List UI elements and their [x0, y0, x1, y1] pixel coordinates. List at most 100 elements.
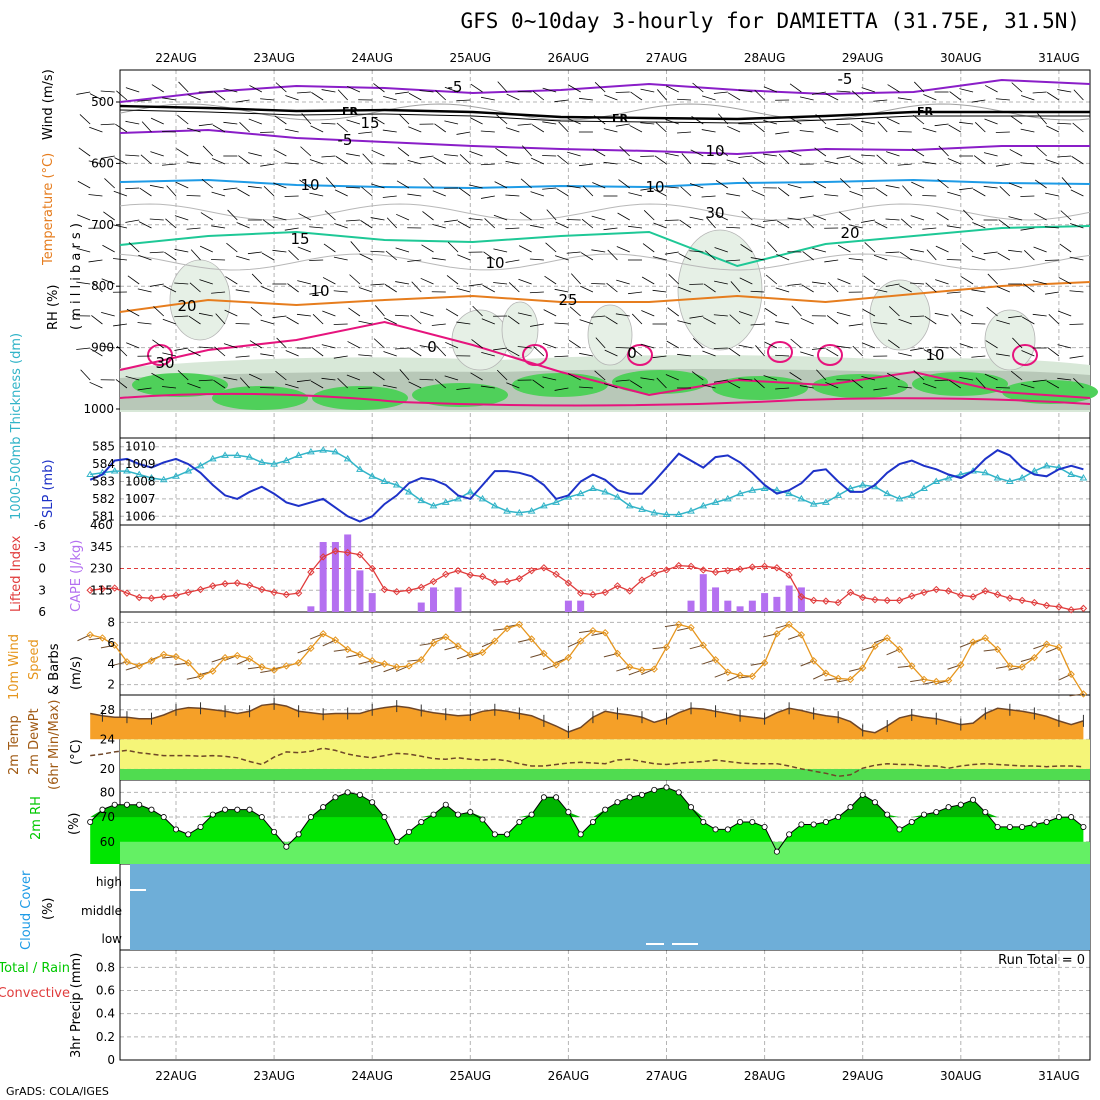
wind-barb	[149, 283, 164, 287]
thickness-point	[270, 460, 278, 467]
isotherm-loop	[767, 341, 793, 363]
lifted-index-point	[601, 588, 609, 597]
wind-barb	[371, 149, 385, 157]
wind-barb	[738, 89, 753, 93]
lifted-index-axis-label: Lifted Index	[9, 535, 24, 612]
wind-barb	[458, 187, 471, 197]
wind-barb	[505, 259, 520, 263]
rh-point	[921, 811, 928, 818]
wind-barb	[337, 377, 348, 389]
wind-barb	[668, 273, 680, 285]
rh-point	[209, 811, 216, 818]
wind-barb	[971, 289, 986, 293]
wind-barb	[902, 185, 913, 197]
wind-barb	[704, 250, 716, 261]
wind-speed-point	[601, 629, 609, 637]
wind-barb	[1057, 122, 1072, 125]
wind-barb	[825, 93, 839, 101]
wind-barb	[285, 383, 299, 389]
tick-label: 1007	[125, 492, 156, 506]
thickness-point	[1067, 470, 1076, 478]
wind-barb	[199, 279, 213, 285]
wind-speed-point	[405, 662, 413, 670]
wind-barb	[714, 280, 728, 285]
wind-barb	[321, 89, 336, 93]
contour-label: FR	[612, 112, 629, 125]
wind-barb	[851, 90, 863, 101]
thickness-point	[834, 491, 843, 498]
wind-barb	[775, 387, 790, 390]
thickness-point	[490, 501, 499, 509]
wind-barb	[555, 221, 569, 229]
pressure-tick: 500	[91, 95, 114, 109]
date-label-top: 27AUG	[646, 51, 688, 65]
wind-barb	[799, 195, 814, 199]
wind-barb	[1024, 249, 1035, 261]
thickness-axis-label: 1000-500mb Thickness (dm)	[9, 333, 24, 520]
wind-barb	[652, 355, 667, 359]
lifted-index-point	[797, 593, 806, 601]
rh-point	[516, 819, 523, 826]
rh-point	[626, 794, 633, 801]
wind-speed-point	[540, 649, 548, 658]
wind-barb	[974, 121, 986, 133]
rh-point	[822, 819, 829, 826]
wind-barb	[386, 217, 398, 229]
wind10-barbs	[77, 623, 1084, 697]
wind-barb	[619, 145, 630, 157]
lifted-index-point	[895, 596, 904, 605]
wind-barb	[150, 151, 164, 157]
wind-barb	[517, 312, 532, 317]
wind-barb	[284, 128, 299, 133]
wind-barb	[431, 257, 446, 261]
wind-barb	[702, 95, 716, 101]
thickness-point	[907, 491, 916, 498]
wind-speed-point	[319, 630, 327, 638]
wind-barb	[407, 193, 422, 197]
wind-barb	[615, 379, 630, 382]
wind-barb	[849, 190, 863, 197]
wind-barb	[753, 123, 765, 133]
contour-label: 15	[290, 230, 309, 248]
wind-barb	[370, 217, 385, 221]
tick-label: 230	[90, 562, 113, 576]
wind-barb	[873, 387, 888, 391]
wind-barb	[1008, 216, 1023, 221]
wind-barb	[480, 163, 495, 166]
wind-barb	[177, 370, 189, 381]
thickness-point	[184, 467, 193, 474]
wind-barb	[456, 321, 471, 325]
wind-barb	[580, 285, 594, 293]
lifted-index-point	[380, 585, 389, 594]
wind-barb	[395, 281, 410, 285]
lifted-index-point	[871, 595, 879, 604]
thickness-point	[687, 507, 695, 514]
wind-barb	[533, 346, 545, 357]
wind-barb	[444, 375, 459, 381]
lifted-index-point	[662, 566, 671, 574]
thickness-point	[809, 500, 818, 507]
temp-area	[90, 703, 1084, 740]
lifted-index-point	[270, 588, 278, 597]
wind-barb	[727, 381, 741, 389]
wind-barb	[506, 93, 520, 101]
thickness-point	[736, 489, 744, 497]
wind-barb	[963, 209, 974, 221]
wind-barb	[174, 248, 189, 253]
wind-barb	[1073, 89, 1084, 101]
wind10-speed-label: Speed	[27, 639, 42, 680]
cape-bar	[417, 602, 425, 612]
wind-barb	[910, 215, 925, 221]
wind-barb	[640, 187, 655, 191]
rh-area-high	[90, 787, 1084, 818]
lifted-index-point	[760, 562, 769, 571]
rh-point	[688, 804, 695, 811]
wind-barb	[594, 81, 606, 93]
wind-barb	[162, 97, 177, 101]
wind-speed-point	[1006, 662, 1014, 670]
wind-barb	[261, 252, 275, 261]
wind-barb	[640, 343, 655, 349]
wind-barb	[558, 121, 569, 133]
